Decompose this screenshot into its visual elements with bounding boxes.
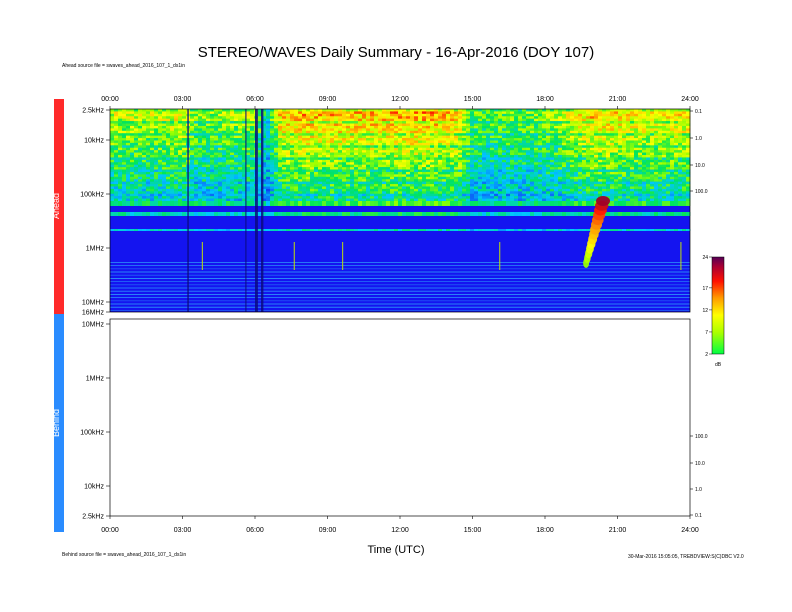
x-tick-bottom: 21:00 [609, 527, 627, 534]
ahead-panel-bar [54, 99, 64, 314]
x-tick-bottom: 24:00 [681, 527, 699, 534]
colorbar-tick: 24 [702, 255, 708, 261]
x-tick-top: 15:00 [464, 96, 482, 103]
ahead-right-tick: 100.0 [695, 189, 708, 195]
x-tick-top: 03:00 [174, 96, 192, 103]
x-tick-top: 24:00 [681, 96, 699, 103]
behind-freq-tick: 1MHz [86, 376, 105, 383]
colorbar [711, 256, 725, 355]
x-tick-top: 21:00 [609, 96, 627, 103]
colorbar-unit: dB [715, 362, 722, 368]
footer-timestamp: 30-Mar-2016 15:05:05, TREBDVIEW:S(C)DBC … [628, 554, 744, 560]
behind-plot-frame [109, 318, 691, 517]
ahead-freq-tick: 10MHz [82, 300, 105, 307]
behind-panel-bar [54, 314, 64, 532]
colorbar-tick: 7 [705, 330, 708, 336]
behind-freq-tick: 100kHz [80, 430, 104, 437]
x-tick-bottom: 09:00 [319, 527, 337, 534]
axis-ticks: 00:00 00:00 03:00 03:00 06:00 06:00 09:00 09:00… [80, 96, 707, 534]
behind-right-tick: 10.0 [695, 461, 705, 467]
ahead-freq-tick: 1MHz [86, 246, 105, 253]
radio-burst-feature [583, 196, 610, 268]
ahead-spectrogram [110, 109, 691, 312]
ahead-freq-tick: 16MHz [82, 310, 105, 317]
behind-right-tick: 1.0 [695, 487, 702, 493]
ahead-freq-tick: 10kHz [84, 138, 104, 145]
ahead-right-tick: 1.0 [695, 136, 702, 142]
ahead-right-tick: 10.0 [695, 163, 705, 169]
colorbar-tick: 2 [705, 352, 708, 358]
x-tick-top: 06:00 [246, 96, 264, 103]
colorbar-tick: 17 [702, 286, 708, 292]
x-axis-label: Time (UTC) [367, 544, 425, 556]
behind-freq-tick: 10kHz [84, 484, 104, 491]
behind-right-tick: 100.0 [695, 434, 708, 440]
behind-freq-tick: 10MHz [82, 322, 105, 329]
behind-freq-tick: 2.5kHz [82, 514, 104, 521]
colorbar-tick: 12 [702, 308, 708, 314]
x-tick-top: 12:00 [391, 96, 409, 103]
x-tick-top: 18:00 [536, 96, 554, 103]
ahead-right-tick: 0.1 [695, 109, 702, 115]
colorbar-ticks: 2 7 12 17 24 [702, 255, 712, 358]
x-tick-bottom: 03:00 [174, 527, 192, 534]
x-tick-bottom: 06:00 [246, 527, 264, 534]
x-tick-top: 00:00 [101, 96, 119, 103]
behind-panel-label: Behind [51, 409, 61, 437]
x-tick-bottom: 18:00 [536, 527, 554, 534]
ahead-source-text: Ahead source file = swaves_ahead_2016_10… [62, 63, 186, 69]
x-tick-bottom: 12:00 [391, 527, 409, 534]
ahead-freq-tick: 100kHz [80, 192, 104, 199]
x-tick-top: 09:00 [319, 96, 337, 103]
x-tick-bottom: 00:00 [101, 527, 119, 534]
ahead-freq-tick: 2.5kHz [82, 108, 104, 115]
behind-source-text: Behind source file = swaves_ahead_2016_1… [62, 552, 187, 558]
page-title: STEREO/WAVES Daily Summary - 16-Apr-2016… [197, 44, 595, 61]
behind-right-tick: 0.1 [695, 513, 702, 519]
ahead-panel-label: Ahead [51, 193, 61, 219]
x-tick-bottom: 15:00 [464, 527, 482, 534]
